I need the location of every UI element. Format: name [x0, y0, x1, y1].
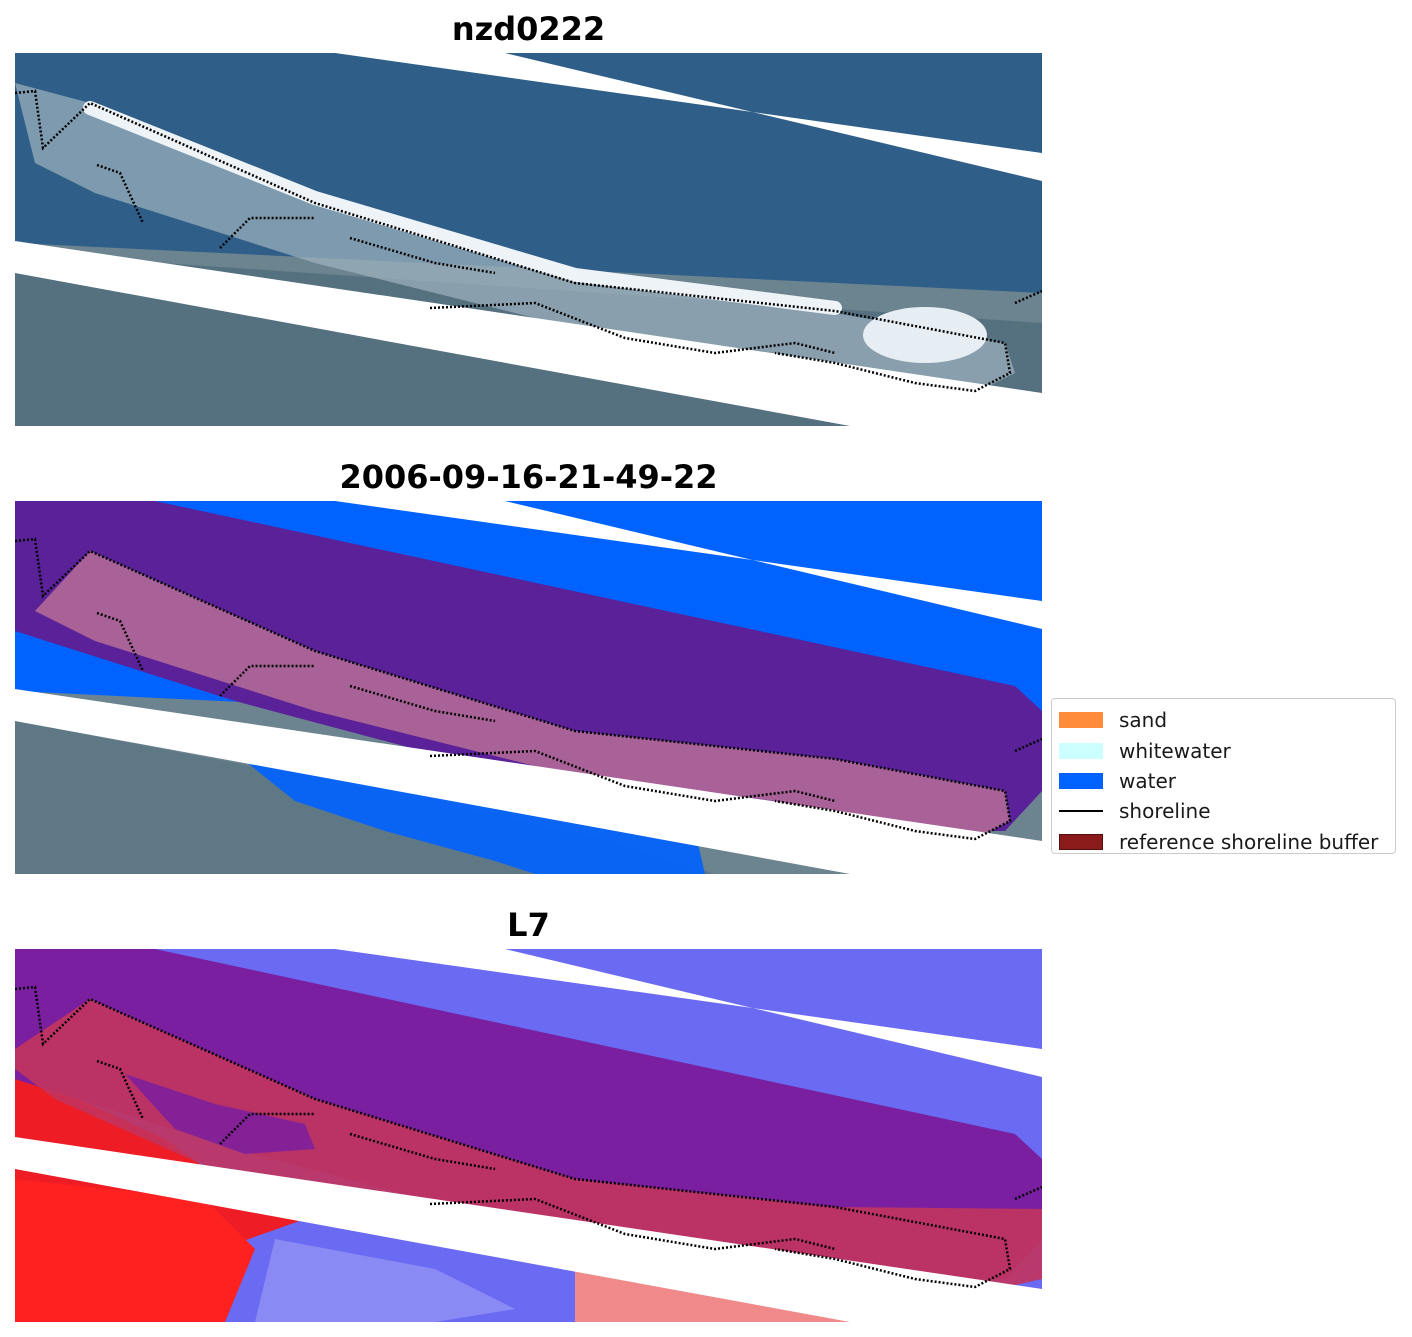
shoreline-line-swatch [1059, 810, 1103, 813]
shoreline-contour-3 [219, 664, 315, 697]
shoreline-contour-3 [219, 216, 315, 249]
beach-index [15, 999, 1042, 1294]
index-mixed-area [255, 1239, 515, 1322]
legend-item-water: water [1059, 766, 1395, 796]
shoreline-contour-4 [429, 1197, 836, 1251]
reference-buffer [15, 501, 1042, 831]
index-image [15, 949, 1042, 1322]
legend-item-reference-buffer: reference shoreline buffer [1059, 827, 1395, 857]
shoreline-contour-6 [1014, 289, 1042, 305]
lagoon-index [125, 1074, 315, 1154]
legend-label: sand [1119, 708, 1168, 733]
whitewater-swatch [1059, 742, 1103, 759]
legend-label: reference shoreline buffer [1119, 829, 1379, 854]
nodata-stripe-bottom [15, 689, 1042, 874]
legend-label: water [1119, 768, 1176, 793]
legend: sand whitewater water shoreline referenc… [1051, 698, 1396, 854]
shoreline-contour-2 [96, 1059, 145, 1120]
shoreline-contour [15, 985, 1012, 1289]
nodata-stripe-bottom [15, 1137, 1042, 1322]
shoreline-contour-4 [429, 749, 836, 803]
sand-on-buffer [35, 551, 1010, 839]
shoreline-contour-6 [1014, 1185, 1042, 1201]
rgb-image-panel [15, 53, 1042, 426]
index-image-panel [15, 949, 1042, 1322]
sand-swatch [1059, 712, 1103, 729]
buffer-swatch [1059, 833, 1103, 850]
legend-label: shoreline [1119, 799, 1211, 824]
shoreline-contour [15, 89, 1012, 393]
legend-item-sand: sand [1059, 705, 1395, 735]
nodata-stripe-bottom [15, 241, 1042, 426]
shoreline-contour-4 [429, 301, 836, 355]
sandbar [15, 83, 1015, 393]
rgb-satellite-image [15, 53, 1042, 426]
shoreline-contour [15, 537, 1012, 841]
panel-title-classified: 2006-09-16-21-49-22 [339, 458, 718, 496]
shoreline-contour-2 [96, 611, 145, 672]
legend-item-whitewater: whitewater [1059, 735, 1395, 765]
shoreline-contour-6 [1014, 737, 1042, 753]
shoreline-contour-5 [349, 1132, 496, 1171]
classified-image-panel [15, 501, 1042, 874]
shoreline-contour-2 [96, 163, 145, 224]
classified-image [15, 501, 1042, 874]
shoreline-contour-3 [219, 1112, 315, 1145]
panel-title-rgb: nzd0222 [451, 10, 606, 48]
legend-label: whitewater [1119, 738, 1231, 763]
water-swatch [1059, 772, 1103, 789]
index-land-red-2 [15, 1179, 255, 1322]
bright-sand-patch [863, 307, 987, 363]
shoreline-contour-5 [349, 236, 496, 275]
legend-item-shoreline: shoreline [1059, 796, 1395, 826]
shoreline-contour-5 [349, 684, 496, 723]
reference-buffer [15, 949, 1042, 1279]
panel-title-index: L7 [507, 906, 550, 944]
